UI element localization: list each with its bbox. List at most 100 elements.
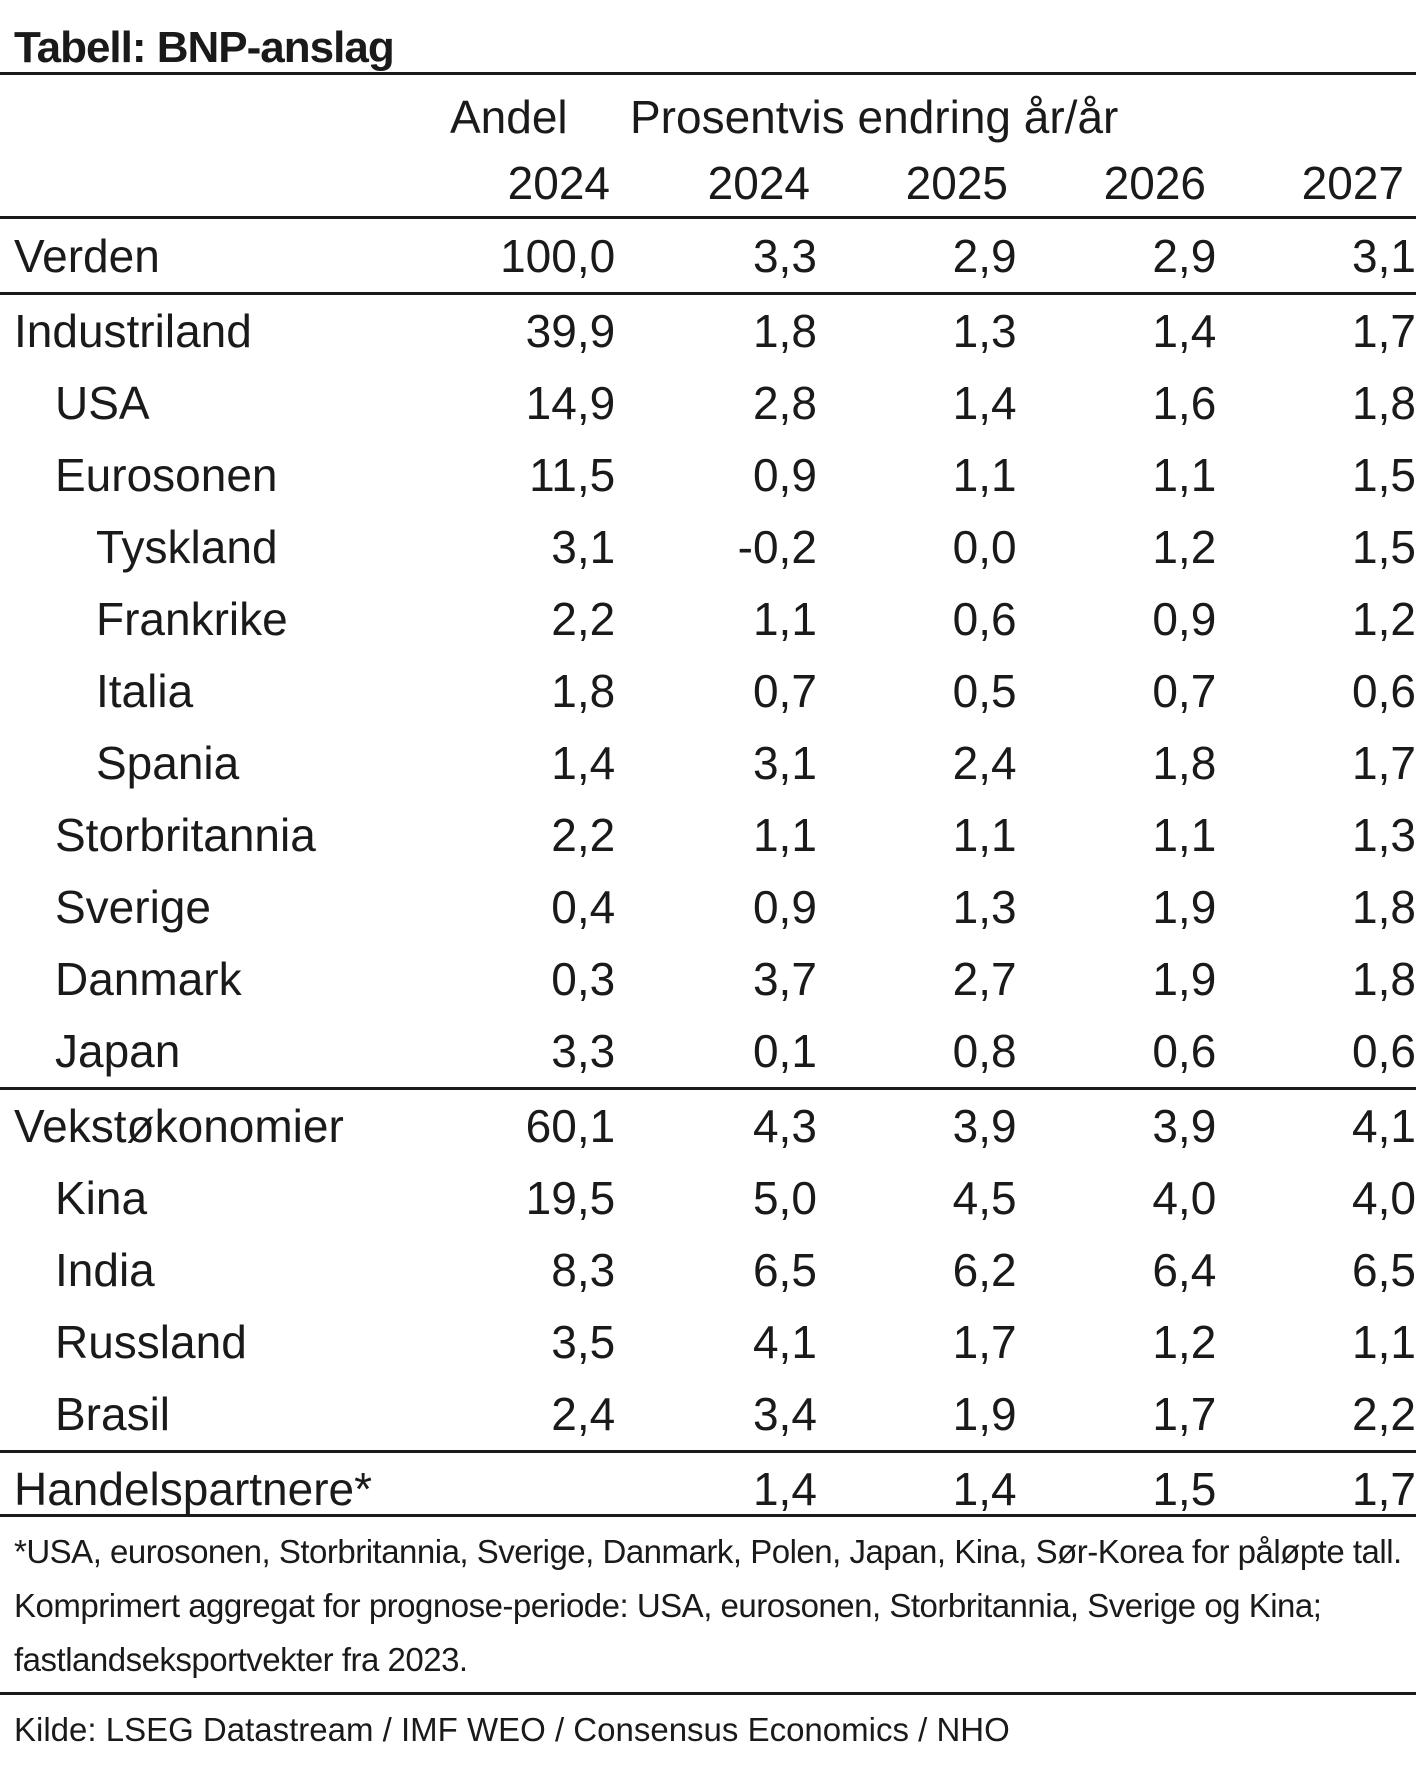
growth-cell: 1,8 [1352,881,1416,933]
growth-cell: 3,9 [1016,1087,1217,1162]
share-cell: 0,4 [551,881,616,933]
table-row: Russland 3,5 4,1 1,7 1,2 1,1 [0,1306,1416,1378]
row-label: Storbritannia [55,809,316,861]
growth-cell: 1,3 [1352,809,1416,861]
share-cell: 8,3 [551,1244,616,1296]
growth-cell: 4,1 [1216,1087,1416,1162]
growth-cell: 1,4 [1016,292,1217,367]
header-rule [0,216,1416,219]
table-row: Italia 1,8 0,7 0,5 0,7 0,6 [0,655,1416,727]
table-title: Tabell: BNP-anslag [14,23,395,72]
growth-cell: 1,7 [1352,737,1416,789]
growth-cell: 1,6 [1152,377,1217,429]
growth-cell: 1,8 [615,292,817,367]
row-label: Tyskland [96,521,278,573]
growth-cell: 2,9 [952,230,1017,282]
growth-cell: 1,5 [1016,1450,1217,1525]
growth-cell: 0,1 [752,1025,817,1077]
share-cell: 1,8 [551,665,616,717]
growth-cell: 1,1 [1152,809,1217,861]
share-cell: 3,5 [551,1316,616,1368]
row-label: Eurosonen [55,449,278,501]
share-cell: 14,9 [525,377,616,429]
row-label: USA [55,377,150,429]
share-cell: 2,2 [551,593,616,645]
table-row: Storbritannia 2,2 1,1 1,1 1,1 1,3 [0,799,1416,871]
growth-cell: 1,2 [1352,593,1416,645]
source-note: Kilde: LSEG Datastream / IMF WEO / Conse… [14,1711,1010,1748]
share-cell: 2,4 [551,1388,616,1440]
title-rule [0,72,1416,75]
growth-cell: 1,9 [1152,881,1217,933]
growth-cell: 1,4 [816,1450,1017,1525]
growth-cell: 1,1 [1152,449,1217,501]
growth-cell: 1,4 [615,1450,817,1525]
footnote-rule [0,1692,1416,1695]
growth-cell: 4,0 [1152,1172,1217,1224]
year-header: 2025 [905,157,1008,209]
growth-cell: 0,7 [1152,665,1217,717]
growth-cell: 0,9 [752,449,817,501]
table-row: Vekstøkonomier 60,1 4,3 3,9 3,9 4,1 [0,1087,1416,1162]
table-row: Verden 100,0 3,3 2,9 2,9 3,1 [0,220,1416,294]
row-label: Verden [14,230,160,282]
growth-cell: 1,7 [1152,1388,1217,1440]
growth-cell: 0,6 [952,593,1017,645]
growth-cell: 4,1 [752,1316,817,1368]
share-cell: 2,2 [551,809,616,861]
growth-cell: 1,9 [952,1388,1017,1440]
growth-cell: 2,2 [1352,1388,1416,1440]
growth-cell: 4,0 [1352,1172,1416,1224]
growth-cell: 4,5 [952,1172,1017,1224]
share-cell: 39,9 [494,292,616,367]
row-label: Vekstøkonomier [0,1087,495,1162]
growth-cell: 1,3 [816,292,1017,367]
row-label: Russland [55,1316,247,1368]
header-row-labels: Andel Prosentvis endring år/år [0,84,1416,156]
growth-cell: 0,8 [952,1025,1017,1077]
growth-cell: 3,7 [752,953,817,1005]
row-label: Industriland [0,292,495,367]
growth-cell: 3,4 [752,1388,817,1440]
growth-cell: 1,1 [952,809,1017,861]
growth-cell: 6,5 [1352,1244,1416,1296]
growth-cell: 1,1 [952,449,1017,501]
growth-cell: 0,6 [1352,665,1416,717]
table-row: Industriland 39,9 1,8 1,3 1,4 1,7 [0,292,1416,367]
growth-cell: 2,4 [952,737,1017,789]
change-header: Prosentvis endring år/år [630,91,1119,143]
table-row: Kina 19,5 5,0 4,5 4,0 4,0 [0,1162,1416,1234]
share-year-header: 2024 [507,157,610,209]
growth-cell: 1,1 [752,593,817,645]
growth-cell: -0,2 [737,521,817,573]
growth-cell: 0,5 [952,665,1017,717]
table-row: Tyskland 3,1 -0,2 0,0 1,2 1,5 [0,511,1416,583]
share-cell: 3,3 [551,1025,616,1077]
growth-cell: 1,8 [1352,953,1416,1005]
growth-cell: 1,8 [1352,377,1416,429]
growth-cell: 0,6 [1352,1025,1416,1077]
row-label: Sverige [55,881,211,933]
growth-cell: 6,2 [952,1244,1017,1296]
growth-cell: 1,7 [1216,292,1416,367]
growth-cell: 1,1 [1352,1316,1416,1368]
table-row: Sverige 0,4 0,9 1,3 1,9 1,8 [0,871,1416,943]
growth-cell: 1,9 [1152,953,1217,1005]
share-header: Andel [450,91,568,143]
growth-cell: 0,0 [952,521,1017,573]
share-cell: 100,0 [500,230,616,282]
year-header: 2024 [707,157,810,209]
row-label: Brasil [55,1388,171,1440]
share-cell [494,1450,616,1525]
growth-cell: 1,3 [952,881,1017,933]
growth-cell: 1,8 [1152,737,1217,789]
row-label: Danmark [55,953,242,1005]
table-row: Frankrike 2,2 1,1 0,6 0,9 1,2 [0,583,1416,655]
growth-cell: 1,5 [1352,449,1416,501]
growth-cell: 1,4 [952,377,1017,429]
growth-cell: 1,1 [752,809,817,861]
share-cell: 11,5 [529,449,616,501]
growth-cell: 1,2 [1152,1316,1217,1368]
growth-cell: 3,3 [752,230,817,282]
growth-cell: 2,7 [952,953,1017,1005]
